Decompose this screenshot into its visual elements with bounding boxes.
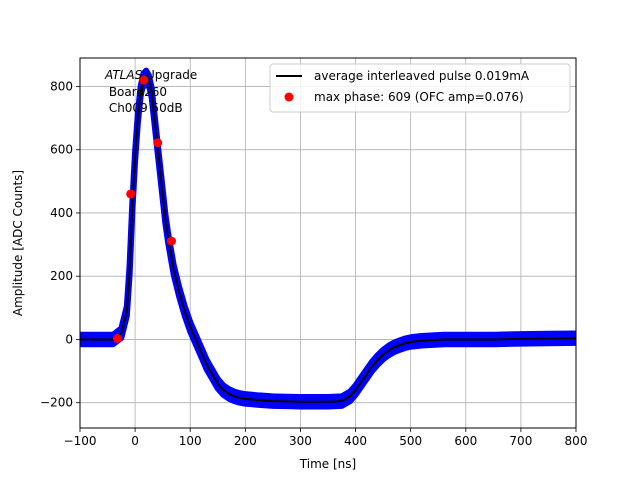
x-axis-label: Time [ns] bbox=[299, 457, 356, 471]
axes-frame bbox=[79, 57, 577, 429]
y-tick-label: 0 bbox=[65, 332, 73, 346]
legend: average interleaved pulse 0.019mA max ph… bbox=[269, 63, 571, 113]
grid bbox=[79, 58, 577, 428]
ticks: −100 0 100 200 300 400 500 600 700 800 −200 0 200 400… bbox=[40, 79, 587, 448]
plot-area bbox=[80, 67, 576, 410]
annotation-italic: ATLAS bbox=[104, 68, 143, 82]
x-tick-label: 100 bbox=[179, 434, 202, 448]
legend-label-points: max phase: 609 (OFC amp=0.076) bbox=[314, 90, 524, 104]
max-phase-point bbox=[153, 138, 163, 148]
annotation-line1: Upgrade bbox=[142, 68, 197, 82]
x-tick-label: 800 bbox=[565, 434, 588, 448]
y-axis-label: Amplitude [ADC Counts] bbox=[11, 170, 25, 316]
max-phase-point bbox=[112, 334, 122, 344]
atlas-annotation: ATLAS Upgrade Board260 Ch009 50dB bbox=[104, 68, 197, 115]
annotation-line2: Board260 bbox=[105, 85, 167, 99]
max-phase-point bbox=[126, 189, 136, 199]
legend-box bbox=[269, 63, 571, 113]
legend-point-swatch bbox=[284, 92, 294, 102]
x-tick-label: 600 bbox=[454, 434, 477, 448]
svg-text:ATLAS Upgrade: ATLAS Upgrade bbox=[104, 68, 197, 82]
x-tick-label: −100 bbox=[64, 434, 97, 448]
y-tick-label: 400 bbox=[50, 206, 73, 220]
max-phase-point bbox=[166, 236, 176, 246]
average-pulse-line bbox=[80, 74, 576, 403]
x-tick-label: 300 bbox=[289, 434, 312, 448]
y-tick-label: 200 bbox=[50, 269, 73, 283]
y-tick-label: 800 bbox=[50, 79, 73, 93]
x-tick-label: 0 bbox=[131, 434, 139, 448]
x-tick-label: 500 bbox=[399, 434, 422, 448]
max-phase-point bbox=[139, 75, 149, 85]
x-tick-label: 700 bbox=[509, 434, 532, 448]
annotation-line3: Ch009 50dB bbox=[105, 101, 183, 115]
y-tick-label: 600 bbox=[50, 143, 73, 157]
x-tick-label: 400 bbox=[344, 434, 367, 448]
y-tick-label: −200 bbox=[40, 396, 73, 410]
legend-label-line: average interleaved pulse 0.019mA bbox=[314, 69, 530, 83]
x-tick-label: 200 bbox=[234, 434, 257, 448]
